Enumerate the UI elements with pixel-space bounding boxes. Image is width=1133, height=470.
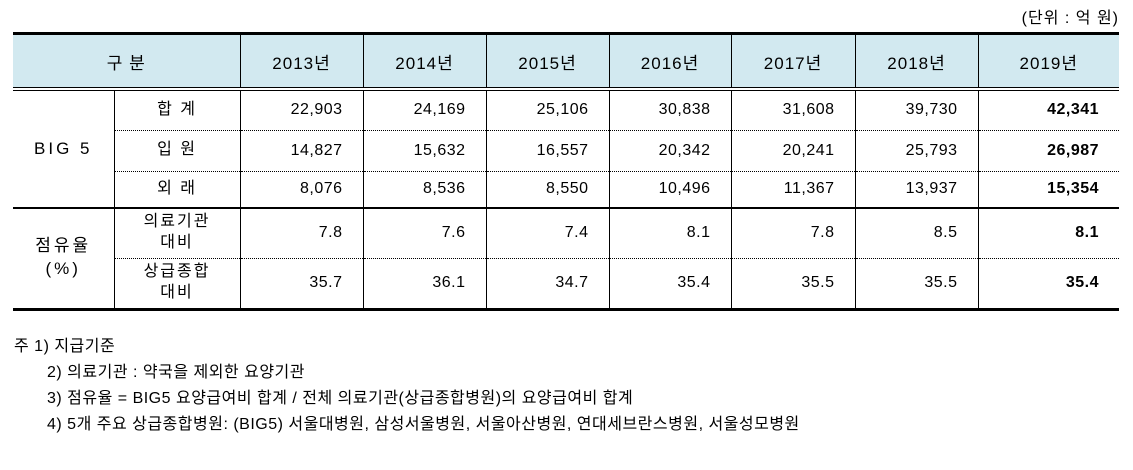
value-cell: 8,536 [362, 170, 487, 208]
row-label-total: 합 계 [113, 89, 241, 130]
footnotes: 주 1) 지급기준 2) 의료기관 : 약국을 제외한 요양기관 3) 점유율 … [14, 334, 800, 438]
row-big5-inpatient: 입 원 14,827 15,632 16,557 20,342 20,241 2… [13, 129, 1120, 171]
header-year-2013: 2013년 [239, 33, 364, 91]
value-cell: 42,341 [977, 89, 1120, 130]
value-cell: 8,076 [239, 170, 364, 208]
footnote-2: 2) 의료기관 : 약국을 제외한 요양기관 [47, 364, 305, 381]
footnote-4: 4) 5개 주요 상급종합병원: (BIG5) 서울대병원, 삼성서울병원, 서… [47, 416, 800, 433]
value-cell: 7.8 [239, 207, 364, 258]
footnote-1: 주 1) 지급기준 [14, 338, 116, 355]
row-label-vs-tertiary: 상급종합 대비 [113, 257, 241, 309]
value-cell: 7.6 [362, 207, 487, 258]
header-year-2014: 2014년 [362, 33, 487, 91]
row-big5-total: BIG 5 합 계 22,903 24,169 25,106 30,838 31… [13, 89, 1120, 158]
value-cell: 26,987 [977, 129, 1120, 171]
row-share-vs-medical: 점유율 (%) 의료기관 대비 7.8 7.6 7.4 8.1 7.8 8.5 … [13, 207, 1120, 309]
value-cell: 7.4 [485, 207, 610, 258]
value-cell: 20,342 [608, 129, 732, 171]
header-year-2017: 2017년 [730, 33, 856, 91]
header-year-2018: 2018년 [854, 33, 979, 91]
value-cell: 35.4 [977, 257, 1120, 309]
value-cell: 25,106 [485, 89, 610, 130]
value-cell: 16,557 [485, 129, 610, 171]
value-cell: 8.1 [608, 207, 732, 258]
row-label-vs-medical: 의료기관 대비 [113, 207, 241, 258]
value-cell: 34.7 [485, 257, 610, 309]
big5-expense-table: 구 분 2013년 2014년 2015년 2016년 2017년 2018년 … [13, 32, 1120, 311]
value-cell: 11,367 [730, 170, 856, 208]
value-cell: 15,354 [977, 170, 1120, 208]
unit-label: (단위 : 억 원) [1021, 10, 1119, 27]
row-big5-outpatient: 외 래 8,076 8,536 8,550 10,496 11,367 13,9… [13, 170, 1120, 208]
value-cell: 24,169 [362, 89, 487, 130]
header-year-2019: 2019년 [977, 33, 1120, 91]
footnote-3: 3) 점유율 = BIG5 요양급여비 합계 / 전체 의료기관(상급종합병원)… [47, 390, 634, 407]
value-cell: 15,632 [362, 129, 487, 171]
group-label-big5: BIG 5 [34, 138, 93, 158]
value-cell: 36.1 [362, 257, 487, 309]
value-cell: 14,827 [239, 129, 364, 171]
row-label-inpatient: 입 원 [113, 129, 241, 171]
value-cell: 8,550 [485, 170, 610, 208]
value-cell: 7.8 [730, 207, 856, 258]
value-cell: 35.5 [854, 257, 979, 309]
value-cell: 25,793 [854, 129, 979, 171]
header-group-col: 구 분 [13, 33, 241, 91]
value-cell: 8.5 [854, 207, 979, 258]
value-cell: 35.4 [608, 257, 732, 309]
row-share-vs-tertiary: 상급종합 대비 35.7 36.1 34.7 35.4 35.5 35.5 35… [13, 257, 1120, 309]
header-year-2016: 2016년 [608, 33, 732, 91]
value-cell: 31,608 [730, 89, 856, 130]
header-year-2015: 2015년 [485, 33, 610, 91]
value-cell: 30,838 [608, 89, 732, 130]
value-cell: 35.7 [239, 257, 364, 309]
value-cell: 22,903 [239, 89, 364, 130]
value-cell: 20,241 [730, 129, 856, 171]
value-cell: 10,496 [608, 170, 732, 208]
row-label-outpatient: 외 래 [113, 170, 241, 208]
header-row: 구 분 2013년 2014년 2015년 2016년 2017년 2018년 … [13, 33, 1120, 91]
value-cell: 35.5 [730, 257, 856, 309]
value-cell: 13,937 [854, 170, 979, 208]
group-label-share: 점유율 (%) [13, 207, 114, 309]
value-cell: 8.1 [977, 207, 1120, 258]
value-cell: 39,730 [854, 89, 979, 130]
